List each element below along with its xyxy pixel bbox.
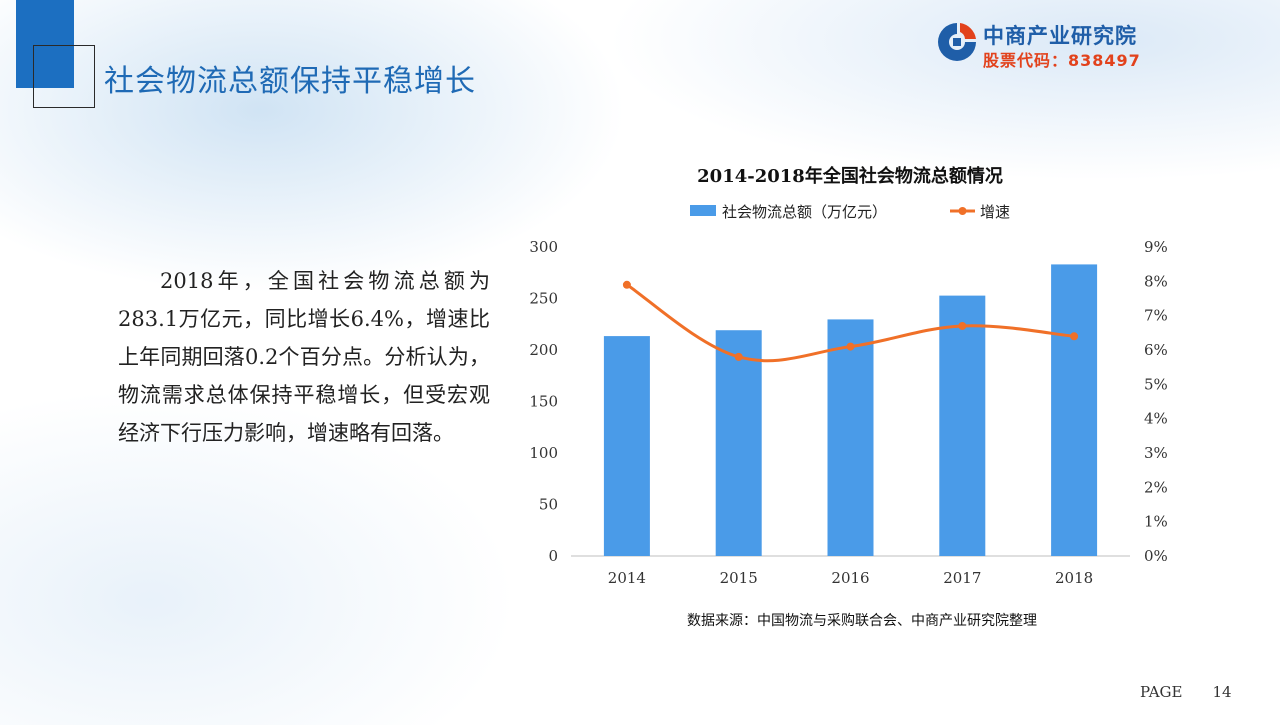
bar-2017 (939, 295, 986, 556)
chart-title: 2014-2018年全国社会物流总额情况 (697, 165, 1003, 187)
legend-line-marker (958, 207, 967, 215)
x-axis: 2014 2015 2016 2017 2018 (608, 569, 1093, 587)
legend-bar-label: 社会物流总额（万亿元） (722, 203, 887, 221)
y-axis-left: 0 50 100 150 200 250 300 (529, 238, 558, 565)
title-accent-block (16, 0, 74, 88)
growth-point-2018 (1070, 332, 1079, 341)
y-right-tick-label: 1% (1144, 513, 1168, 531)
page-title: 社会物流总额保持平稳增长 (104, 64, 476, 99)
bar-series (603, 264, 1098, 556)
x-tick-label: 2017 (943, 569, 981, 587)
summary-text: 2018年，全国社会物流总额为283.1万亿元，同比增长6.4%，增速比上年同期… (118, 262, 490, 452)
growth-point-2014 (622, 280, 631, 289)
y-right-tick-label: 7% (1144, 307, 1168, 325)
company-name: 中商产业研究院 (983, 24, 1137, 48)
y-left-tick-label: 100 (529, 444, 558, 462)
page-footer: PAGE 14 (1140, 683, 1232, 701)
company-logo: 中商产业研究院 股票代码：838497 (935, 16, 1150, 70)
y-left-tick-label: 0 (548, 547, 558, 565)
y-right-tick-label: 8% (1144, 272, 1168, 290)
x-tick-label: 2015 (720, 569, 758, 587)
chart-source: 数据来源：中国物流与采购联合会、中商产业研究院整理 (687, 613, 1037, 629)
growth-point-2016 (846, 342, 855, 351)
legend-bar-swatch (690, 205, 716, 216)
x-tick-label: 2014 (608, 569, 646, 587)
bar-2014 (603, 336, 650, 556)
y-right-tick-label: 0% (1144, 547, 1168, 565)
y-right-tick-label: 9% (1144, 238, 1168, 256)
y-left-tick-label: 300 (529, 238, 558, 256)
y-right-tick-label: 4% (1144, 410, 1168, 428)
y-left-tick-label: 200 (529, 341, 558, 359)
growth-point-2015 (734, 352, 743, 361)
page-label: PAGE (1140, 683, 1183, 701)
y-right-tick-label: 2% (1144, 478, 1168, 496)
company-logo-icon (938, 23, 976, 61)
chart-legend: 社会物流总额（万亿元） 增速 (690, 203, 1010, 221)
line-series (622, 280, 1079, 363)
y-right-tick-label: 5% (1144, 375, 1168, 393)
y-axis-right: 0% 1% 2% 3% 4% 5% 6% 7% 8% 9% (1144, 238, 1168, 565)
x-tick-label: 2018 (1055, 569, 1093, 587)
y-left-tick-label: 150 (529, 393, 558, 411)
y-left-tick-label: 250 (529, 290, 558, 308)
summary-paragraph: 2018年，全国社会物流总额为283.1万亿元，同比增长6.4%，增速比上年同期… (118, 269, 490, 445)
bar-2015 (715, 330, 762, 556)
stock-code: 股票代码：838497 (983, 51, 1141, 70)
y-right-tick-label: 6% (1144, 341, 1168, 359)
page-number: 14 (1212, 683, 1232, 701)
bar-2018 (1051, 264, 1098, 556)
y-right-tick-label: 3% (1144, 444, 1168, 462)
x-tick-label: 2016 (831, 569, 869, 587)
growth-point-2017 (958, 321, 967, 330)
title-accent-frame (33, 45, 95, 108)
y-left-tick-label: 50 (539, 496, 558, 514)
bar-2016 (827, 319, 874, 556)
legend-line-label: 增速 (980, 203, 1010, 221)
